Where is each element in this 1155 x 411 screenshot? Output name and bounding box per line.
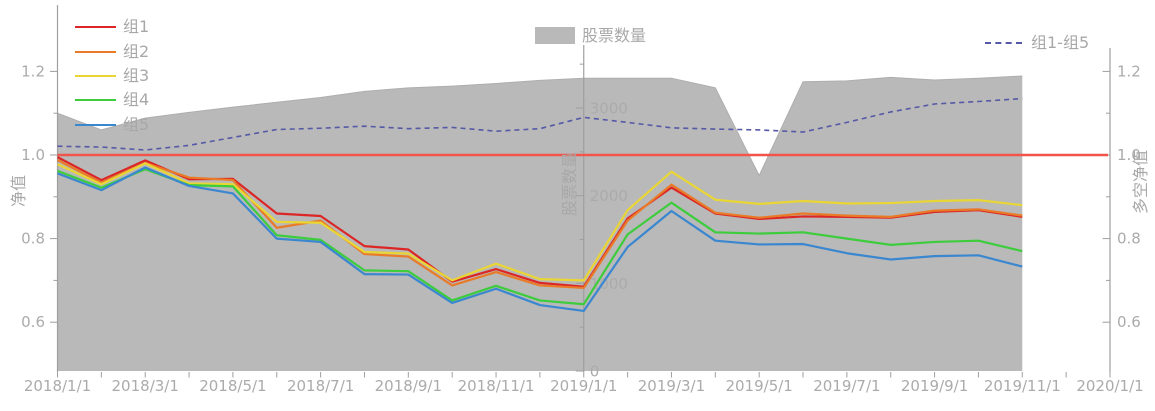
legend-item-group5[interactable]: 组5 [75,113,149,137]
area-swatch-icon [535,27,575,44]
line-swatch-icon [75,26,116,29]
right-tick-label: 0.8 [1117,230,1141,248]
middle-axis-title: 股票数量 [560,151,579,217]
x-tick-label: 2018/5/1 [199,377,266,395]
legend-label-group1: 组1 [123,17,150,37]
x-tick-label: 2019/7/1 [813,377,880,395]
dashed-line-swatch-icon [985,42,1022,44]
right-tick-label: 0.6 [1117,313,1141,331]
middle-tick-label: 0 [590,363,600,381]
legend-item-group3[interactable]: 组3 [75,64,149,88]
series-line-group3 [57,162,1023,282]
line-swatch-icon [75,50,116,53]
x-tick-label: 2020/1/1 [1076,377,1143,395]
line-swatch-icon [75,74,116,77]
x-tick-label: 2018/11/1 [458,377,535,395]
left-tick-label: 1.0 [21,146,45,164]
legend-item-stock-count[interactable]: 股票数量 [535,27,646,44]
x-tick-label: 2019/9/1 [901,377,968,395]
left-tick-label: 1.2 [21,62,45,80]
right-tick-label: 1.2 [1117,62,1141,80]
legend-label-group5: 组5 [123,114,150,134]
series-line-group5 [57,166,1023,313]
left-tick-label: 0.6 [21,313,45,331]
legend-item-spread[interactable]: 组1-组5 [985,35,1089,51]
legend-label-group4: 组4 [123,90,150,110]
x-tick-label: 2019/1/1 [550,377,617,395]
legend-item-group2[interactable]: 组2 [75,39,149,63]
middle-tick-label: 2000 [590,187,628,205]
x-tick-label: 2018/9/1 [375,377,442,395]
x-tick-label: 2019/11/1 [984,377,1061,395]
left-tick-label: 0.8 [21,230,45,248]
x-tick-label: 2018/7/1 [287,377,354,395]
legend-label-group2: 组2 [123,41,150,61]
x-tick-label: 2018/3/1 [112,377,179,395]
series-line-group2 [56,159,1023,290]
left-axis-title: 净值 [9,174,28,208]
legend-series: 组1 组2 组3 组4 组5 [75,15,149,137]
area-series-stock-count [57,76,1023,372]
area-series-edge [57,75,1023,177]
middle-tick-label: 3000 [590,100,628,118]
series-line-group4 [57,168,1023,306]
legend-label-spread: 组1-组5 [1031,33,1090,52]
legend-label-group3: 组3 [123,65,150,85]
right-axis-title: 多空净值 [1131,149,1150,215]
line-swatch-icon [75,99,116,102]
legend-item-group1[interactable]: 组1 [75,15,149,39]
x-tick-label: 2019/3/1 [638,377,705,395]
line-swatch-icon [75,123,116,126]
legend-item-group4[interactable]: 组4 [75,88,149,112]
x-tick-label: 2018/1/1 [24,377,91,395]
x-tick-label: 2019/5/1 [725,377,792,395]
right-tick-label: 1.0 [1117,146,1141,164]
legend-label-stock-count: 股票数量 [582,25,647,45]
